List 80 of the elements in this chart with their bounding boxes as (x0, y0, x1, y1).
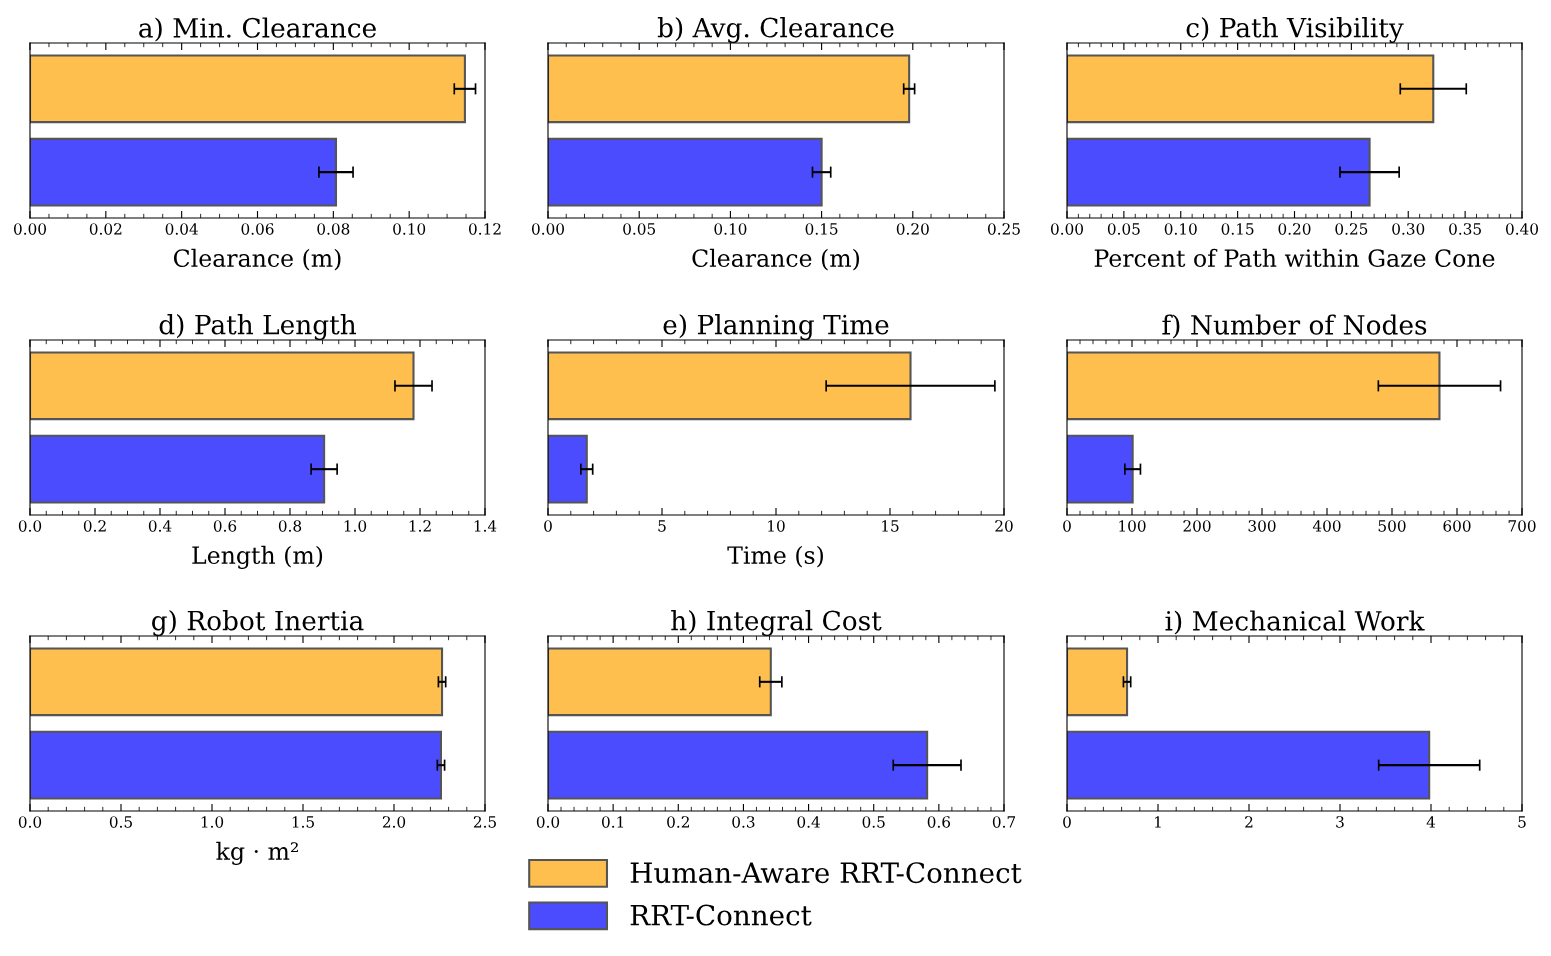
x-tick-label: 0.4 (797, 816, 820, 828)
x-tick-label: 1.4 (474, 520, 497, 532)
x-tick-label: 10 (768, 520, 785, 532)
x-tick-label: 100 (1119, 520, 1146, 532)
x-tick-label: 5 (1518, 816, 1526, 828)
x-tick-label: 0.05 (1107, 223, 1140, 235)
x-tick-label: 5 (658, 520, 666, 532)
chart-title: g) Robot Inertia (152, 610, 364, 636)
x-tick-label: 0 (1063, 816, 1071, 828)
x-tick-label: 300 (1248, 520, 1276, 532)
x-tick-label: 0.40 (1506, 223, 1538, 235)
x-tick-label: 0.06 (241, 223, 274, 235)
x-tick-label: 0.2 (667, 816, 689, 828)
legend-label: Human-Aware RRT-Connect (630, 862, 1022, 884)
x-tick-label: 200 (1183, 520, 1211, 532)
x-tick-label: 0.25 (1335, 223, 1368, 235)
x-tick-label: 1.2 (409, 520, 431, 532)
x-tick-label: 0 (544, 520, 552, 532)
x-tick-label: 0.7 (992, 816, 1016, 828)
x-tick-label: 20 (995, 520, 1013, 532)
x-tick-label: 2.0 (382, 816, 406, 828)
x-tick-label: 4 (1426, 816, 1436, 828)
x-tick-label: 0.05 (623, 223, 656, 235)
x-tick-label: 0.08 (317, 223, 350, 235)
x-tick-label: 0.04 (165, 223, 198, 235)
x-tick-label: 3 (1336, 816, 1344, 828)
chart-title: f) Number of Nodes (1162, 314, 1427, 339)
x-tick-label: 0.3 (732, 816, 755, 828)
x-tick-label: 0 (1063, 520, 1071, 532)
x-tick-label: 0.5 (862, 816, 885, 828)
x-tick-label: 0.12 (469, 223, 501, 235)
x-tick-label: 1.5 (292, 816, 314, 828)
x-tick-label: 2 (1245, 816, 1253, 828)
x-axis-title: Length (m) (192, 545, 323, 569)
chart-title: a) Min. Clearance (139, 17, 376, 42)
x-tick-label: 400 (1312, 520, 1341, 532)
x-tick-label: 0.10 (393, 223, 426, 235)
x-tick-label: 0.5 (109, 816, 132, 828)
chart-title: i) Mechanical Work (1165, 610, 1425, 635)
x-tick-label: 0.2 (83, 520, 106, 532)
x-tick-label: 0.25 (988, 223, 1020, 235)
x-tick-label: 0.15 (1221, 223, 1254, 235)
x-axis-title: kg · m² (216, 841, 298, 865)
x-tick-label: 0.8 (278, 520, 302, 532)
x-tick-label: 0.20 (896, 223, 929, 235)
x-tick-label: 0.15 (805, 223, 838, 235)
x-tick-label: 0.10 (714, 223, 747, 235)
x-tick-label: 0.20 (1278, 223, 1311, 235)
x-tick-label: 0.30 (1392, 223, 1425, 235)
x-tick-label: 0.6 (213, 520, 237, 532)
legend-label: RRT-Connect (630, 904, 812, 926)
x-tick-label: 0.0 (18, 816, 42, 828)
x-tick-label: 0.02 (89, 223, 122, 235)
x-tick-label: 1.0 (201, 816, 224, 828)
x-tick-label: 15 (882, 520, 899, 532)
x-tick-label: 600 (1443, 520, 1471, 532)
chart-title: b) Avg. Clearance (657, 17, 894, 43)
x-tick-label: 0.00 (532, 223, 564, 235)
x-tick-label: 700 (1508, 520, 1536, 532)
x-axis-title: Clearance (m) (173, 248, 341, 271)
chart-title: c) Path Visibility (1186, 17, 1404, 43)
x-tick-label: 0.00 (1051, 223, 1083, 235)
x-tick-label: 0.6 (927, 816, 951, 828)
x-tick-label: 0.00 (14, 223, 46, 235)
x-axis-title: Percent of Path within Gaze Cone (1094, 248, 1495, 268)
x-tick-label: 0.0 (18, 520, 42, 532)
x-tick-label: 1.0 (344, 520, 367, 532)
x-axis-title: Time (s) (727, 545, 823, 568)
x-axis-title: Clearance (m) (692, 248, 860, 271)
chart-title: e) Planning Time (663, 314, 889, 340)
x-tick-label: 500 (1378, 520, 1406, 532)
chart-title: h) Integral Cost (671, 610, 882, 636)
x-tick-label: 0.10 (1164, 223, 1197, 235)
x-tick-label: 0.1 (602, 816, 624, 828)
x-tick-label: 2.5 (473, 816, 496, 828)
chart-title: d) Path Length (159, 314, 357, 340)
x-tick-label: 0.35 (1449, 223, 1481, 235)
x-tick-label: 0.0 (536, 816, 560, 828)
x-tick-label: 0.4 (148, 520, 172, 532)
x-tick-label: 1 (1155, 816, 1161, 828)
